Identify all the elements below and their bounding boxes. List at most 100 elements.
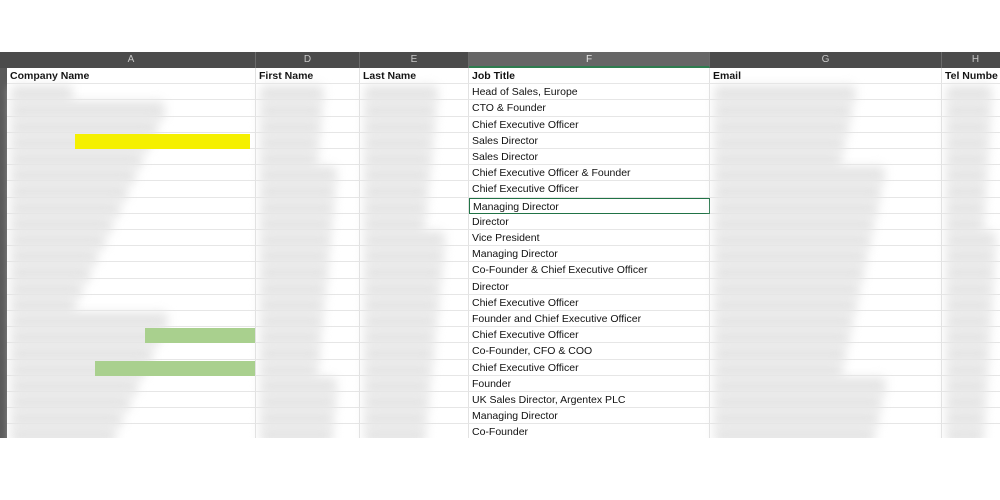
redacted-cell bbox=[11, 344, 153, 363]
redacted-cell bbox=[364, 85, 439, 104]
redacted-cell bbox=[946, 360, 989, 379]
redacted-cell bbox=[11, 393, 131, 412]
cell[interactable] bbox=[7, 294, 256, 311]
job-title-cell[interactable]: Co-Founder & Chief Executive Officer bbox=[469, 262, 710, 279]
redacted-cell bbox=[364, 231, 446, 250]
row-numbers bbox=[0, 68, 7, 438]
redacted-cell bbox=[11, 182, 129, 201]
redacted-cell bbox=[11, 263, 91, 282]
cell[interactable] bbox=[7, 84, 256, 101]
column-letter[interactable]: E bbox=[360, 52, 469, 68]
redacted-cell bbox=[714, 231, 871, 250]
cell[interactable] bbox=[7, 230, 256, 247]
redacted-cell bbox=[11, 328, 161, 347]
redacted-cell bbox=[260, 198, 334, 217]
job-title-cell[interactable]: Vice President bbox=[469, 230, 710, 247]
column-header[interactable]: First Name bbox=[256, 68, 360, 85]
redacted-cell bbox=[946, 409, 986, 428]
redacted-cell bbox=[260, 409, 335, 428]
job-title-cell[interactable]: Founder and Chief Executive Officer bbox=[469, 311, 710, 328]
redacted-cell bbox=[364, 376, 431, 395]
job-title-cell[interactable]: Chief Executive Officer bbox=[469, 181, 710, 198]
job-title-cell[interactable]: Co-Founder, CFO & COO bbox=[469, 343, 710, 360]
cell[interactable] bbox=[256, 424, 360, 438]
job-title-cell[interactable]: Co-Founder bbox=[469, 424, 710, 438]
column-letter[interactable]: G bbox=[710, 52, 942, 68]
column-letter[interactable]: D bbox=[256, 52, 360, 68]
redacted-cell bbox=[364, 214, 426, 233]
cell[interactable] bbox=[7, 262, 256, 279]
cell[interactable] bbox=[360, 424, 469, 438]
column-header[interactable]: Email bbox=[710, 68, 942, 85]
job-title-cell[interactable]: Managing Director bbox=[469, 246, 710, 263]
column-letter[interactable]: A bbox=[7, 52, 256, 68]
redacted-cell bbox=[260, 360, 319, 379]
redacted-cell bbox=[364, 166, 430, 185]
redacted-cell bbox=[946, 263, 995, 282]
redacted-cell bbox=[364, 247, 444, 266]
redacted-cell bbox=[714, 344, 847, 363]
job-title-cell[interactable]: Director bbox=[469, 213, 710, 230]
job-title-cell[interactable]: CTO & Founder bbox=[469, 100, 710, 117]
redacted-cell bbox=[946, 101, 991, 120]
redacted-cell bbox=[260, 85, 324, 104]
redacted-cell bbox=[714, 117, 849, 136]
job-title-cell[interactable]: Chief Executive Officer bbox=[469, 116, 710, 133]
job-title-cell[interactable]: Chief Executive Officer bbox=[469, 359, 710, 376]
job-title-cell[interactable]: Chief Executive Officer & Founder bbox=[469, 165, 710, 182]
redacted-cell bbox=[946, 231, 997, 250]
redacted-cell bbox=[11, 312, 168, 331]
redacted-cell bbox=[11, 376, 138, 395]
cell[interactable] bbox=[7, 392, 256, 409]
redacted-cell bbox=[946, 393, 987, 412]
redacted-cell bbox=[260, 295, 325, 314]
job-title-cell[interactable]: Managing Director bbox=[469, 408, 710, 425]
column-header[interactable]: Job Title bbox=[469, 68, 710, 85]
column-letter[interactable]: H bbox=[942, 52, 1000, 68]
redacted-cell bbox=[260, 214, 333, 233]
redacted-cell bbox=[714, 133, 846, 152]
cell[interactable] bbox=[7, 424, 256, 438]
cell[interactable] bbox=[7, 408, 256, 425]
column-header[interactable]: Last Name bbox=[360, 68, 469, 85]
redacted-cell bbox=[11, 247, 99, 266]
job-title-cell[interactable]: Head of Sales, Europe bbox=[469, 84, 710, 101]
column-letter[interactable]: F bbox=[469, 52, 710, 68]
redacted-cell bbox=[364, 133, 434, 152]
job-title-cell[interactable]: UK Sales Director, Argentex PLC bbox=[469, 392, 710, 409]
job-title-cell[interactable]: Sales Director bbox=[469, 132, 710, 149]
job-title-cell[interactable]: Chief Executive Officer bbox=[469, 327, 710, 344]
redacted-cell bbox=[364, 295, 439, 314]
cell[interactable] bbox=[7, 278, 256, 295]
column-header[interactable]: Tel Numbe bbox=[942, 68, 1000, 85]
cell[interactable] bbox=[710, 424, 942, 438]
redacted-cell bbox=[714, 198, 878, 217]
redacted-cell bbox=[260, 263, 328, 282]
cell[interactable] bbox=[7, 213, 256, 230]
job-title-cell[interactable]: Founder bbox=[469, 375, 710, 392]
redacted-cell bbox=[364, 409, 428, 428]
redacted-cell bbox=[946, 198, 985, 217]
cell[interactable] bbox=[7, 197, 256, 214]
redacted-cell bbox=[364, 312, 438, 331]
redacted-cell bbox=[714, 295, 857, 314]
job-title-cell[interactable]: Sales Director bbox=[469, 149, 710, 166]
job-title-cell[interactable]: Chief Executive Officer bbox=[469, 294, 710, 311]
redacted-cell bbox=[364, 150, 432, 169]
redacted-cell bbox=[11, 425, 116, 438]
cell[interactable] bbox=[7, 181, 256, 198]
redacted-cell bbox=[260, 376, 338, 395]
cell[interactable] bbox=[7, 246, 256, 263]
column-header[interactable]: Company Name bbox=[7, 68, 256, 85]
redacted-cell bbox=[946, 166, 987, 185]
redacted-cell bbox=[946, 117, 990, 136]
redacted-cell bbox=[11, 409, 124, 428]
redacted-cell bbox=[714, 85, 856, 104]
job-title-cell[interactable]: Managing Director bbox=[469, 197, 710, 214]
redacted-cell bbox=[714, 425, 876, 438]
redacted-cell bbox=[260, 312, 323, 331]
redacted-cell bbox=[946, 214, 984, 233]
redacted-cell bbox=[946, 344, 990, 363]
job-title-cell[interactable]: Director bbox=[469, 278, 710, 295]
